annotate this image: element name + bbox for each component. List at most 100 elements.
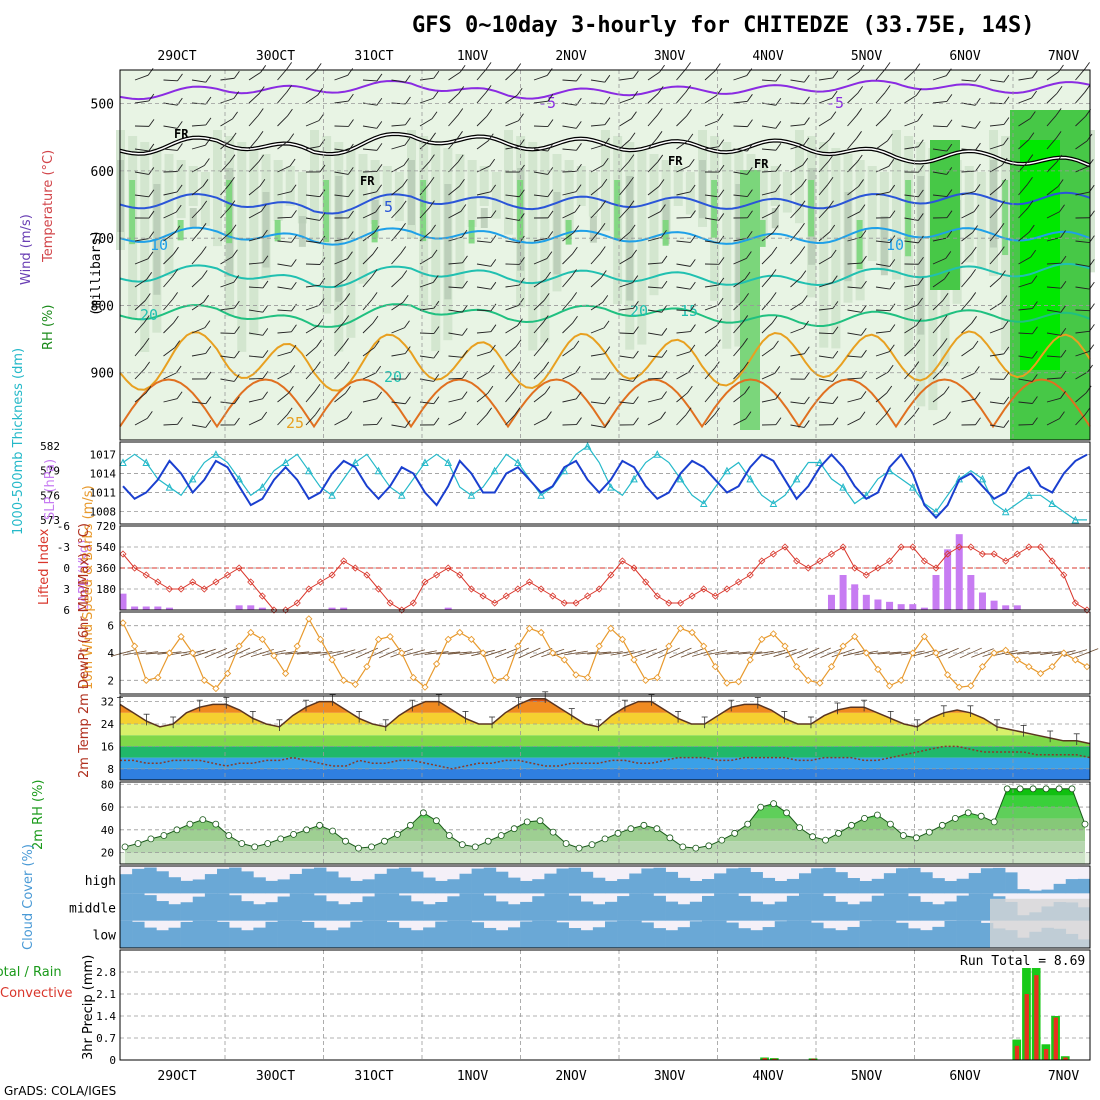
wind-barb [1018,139,1030,150]
thickness-point [1071,515,1080,524]
wind-barb [163,191,178,196]
temp-tick-label: 32 [101,696,114,709]
wind-barb [961,347,974,357]
lifted-point [607,571,615,579]
wind-barb [1018,231,1030,242]
wind-barb [704,414,715,426]
cloud-cell-middle [605,901,618,921]
wind-barb-flag [746,167,753,175]
wind-barb-flag [347,251,353,259]
wind-barb [476,414,487,426]
wind-barb [1018,332,1033,335]
lifted-point [456,571,464,579]
wind-barb [790,207,801,219]
wind-barb [277,331,292,334]
wind-barb-flag [747,94,753,102]
wind-barb [790,253,801,265]
wind-barb [676,115,687,127]
wind-barb-flag [205,137,211,146]
wind-barb [676,414,687,426]
cloud-cell-high [350,880,363,894]
rh-point [1068,785,1076,793]
lifted-point [909,543,917,551]
wind-barb [277,240,292,243]
wind-barb [847,377,862,380]
lifted-point [595,585,603,593]
wind-speed-point [1025,663,1033,671]
cloud-cell-high [774,881,788,894]
wind-barb [248,210,262,219]
wind-speed-point [467,635,476,643]
rh-point [381,837,388,845]
wind-barb [362,211,376,219]
wind-barb [989,302,1003,311]
rh-point [497,832,505,839]
cloud-cell-low [944,920,957,948]
wind-barb-flag [347,68,354,76]
top-time-axis: 29OCT 30OCT 31OCT 1NOV 2NOV 3NOV 4NOV 5NOV 6NOV 7… [157,49,1079,64]
wind-barb-flag [828,200,834,208]
wind-barb-flag [459,64,466,73]
lifted-tick-label: 6 [63,604,70,617]
wind-barb [1046,138,1057,150]
surface-barb [413,650,437,656]
cloud-cell-low [568,928,582,948]
wind-barb [647,332,662,336]
wind-barb-flag [147,67,154,76]
wind-barb-flag [1060,255,1067,264]
wind-barb-flag [915,88,922,96]
rh-point [1055,785,1063,793]
lifted-point [723,585,731,593]
wind-barb-flag [799,246,806,254]
wind-speed-point [398,649,406,657]
isotherm-25 [119,330,1091,392]
rh-band-dark [589,216,597,243]
cloud-cell-middle [956,895,970,921]
wind-barb [220,118,233,127]
wind-barb-flag [315,361,321,369]
wind-barb-flag [660,204,666,212]
cape-bar [142,606,150,610]
contour-label: 20 [140,306,158,324]
thickness-point [212,450,220,458]
lifted-point [1083,606,1091,614]
wind-barb [818,282,833,288]
cloud-cell-low [592,927,606,948]
surface-barb [971,648,994,658]
wind-barb [277,115,288,127]
rh-point [718,836,726,844]
wind-barb-flag [547,143,554,152]
wind-barb-flag [832,396,839,404]
wind-barb-flag [144,361,151,370]
wind-barb [904,146,919,150]
wind-barb-flag [403,158,410,166]
lifted-point [758,557,766,565]
wind-barb-flag [286,62,292,70]
wind-barb [476,286,491,290]
cloud-cell-middle [289,893,303,921]
surface-barb [646,647,669,659]
wind-barb-flag [1059,411,1065,419]
wind-barb-flag [319,213,326,221]
cloud-cell-high [265,880,278,894]
chart-title: GFS 0~10day 3-hourly for CHITEDZE (33.75… [412,13,1035,38]
slp-tick-label: 1008 [90,505,117,518]
rh-band-mid [831,148,841,349]
wind-barb [790,144,805,150]
wind-barb-flag [803,320,809,329]
wind-barb-flag [205,74,212,83]
wind-barb-flag [661,328,668,336]
wind-barb-flag [315,407,321,415]
wind-barb [647,355,662,358]
wind-barb [619,332,634,335]
wind-tick-label: 2 [107,674,114,687]
wind-barb [704,120,719,127]
wind-barb [847,161,858,173]
wind-barb [1075,115,1086,127]
lifted-point [328,571,336,579]
wind-barb [220,281,234,288]
wind-speed-point [723,679,731,687]
lifted-point [1060,571,1068,579]
surface-rh-frame [119,781,1091,865]
